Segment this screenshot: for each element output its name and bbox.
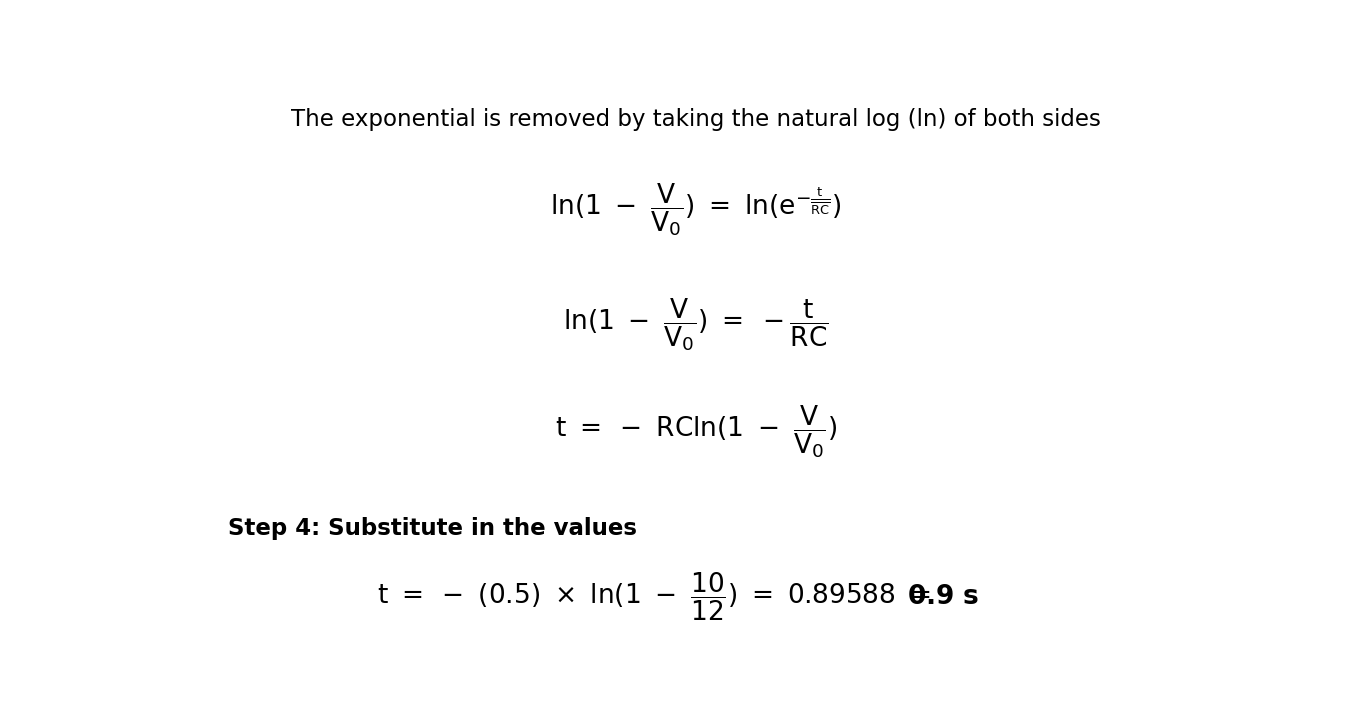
Text: $\mathrm{t\ =\ -\ (0.5)\ \times\ ln(1\ -\ }\dfrac{\mathrm{10}}{\mathrm{12}}\math: $\mathrm{t\ =\ -\ (0.5)\ \times\ ln(1\ -…	[378, 571, 930, 623]
Text: The exponential is removed by taking the natural log (ln) of both sides: The exponential is removed by taking the…	[291, 108, 1101, 131]
Text: $\mathrm{t\ =\ -\ RCln(1\ -\ }\dfrac{\mathrm{V}}{\mathrm{V_0}}\mathrm{)}$: $\mathrm{t\ =\ -\ RCln(1\ -\ }\dfrac{\ma…	[555, 403, 837, 461]
Text: $\mathrm{ln(1\ -\ }\dfrac{\mathrm{V}}{\mathrm{V_0}}\mathrm{)\ =\ -}\dfrac{\mathr: $\mathrm{ln(1\ -\ }\dfrac{\mathrm{V}}{\m…	[564, 296, 828, 353]
Text: Step 4: Substitute in the values: Step 4: Substitute in the values	[228, 517, 637, 540]
Text: $\mathbf{0.9\ s}$: $\mathbf{0.9\ s}$	[907, 584, 979, 610]
Text: $\mathrm{ln(1\ -\ }\dfrac{\mathrm{V}}{\mathrm{V_0}}\mathrm{)\ =\ ln(e}^{\mathrm{: $\mathrm{ln(1\ -\ }\dfrac{\mathrm{V}}{\m…	[550, 181, 842, 238]
